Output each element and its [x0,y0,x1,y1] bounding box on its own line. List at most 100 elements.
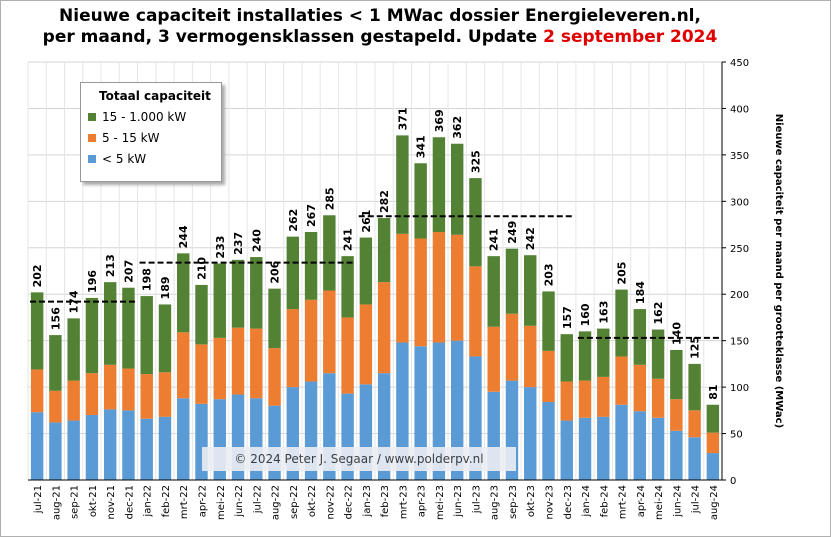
bar-segment-large [450,143,464,235]
total-label: 198 [141,268,154,291]
copyright-watermark: © 2024 Peter J. Segaar / www.polderpv.nl [202,447,516,471]
bar-segment-small [633,411,647,480]
bar-segment-small [542,401,555,480]
bar-segment-medium [633,364,647,412]
total-label: 207 [122,260,135,283]
bar-segment-large [140,296,153,375]
y-tick-label: 100 [730,383,749,394]
bar-segment-large [377,218,391,283]
bar-segment-small [177,398,190,480]
total-label: 362 [451,116,464,139]
bar-segment-large [49,335,62,391]
total-label: 206 [269,260,282,283]
bar-segment-medium [706,432,720,454]
x-tick-label: dec-21 [124,485,135,519]
bar-segment-small [103,409,117,480]
bar-segment-large [286,236,300,310]
x-tick-label: okt-23 [526,485,537,517]
chart-title: Nieuwe capaciteit installaties < 1 MWac … [0,6,760,48]
bar-segment-medium [542,350,555,402]
bar-segment-large [670,349,683,400]
bar-segment-large [85,297,99,374]
total-label: 196 [86,270,99,293]
total-label: 371 [396,107,409,130]
legend: Totaal capaciteit 15 - 1.000 kW 5 - 15 k… [80,82,222,182]
x-tick-label: sep-23 [508,485,519,519]
x-tick-label: jun-23 [453,485,464,518]
x-tick-label: mei-23 [435,485,446,520]
x-tick-label: jun-22 [234,485,245,518]
total-label: 369 [433,109,446,132]
bar-segment-large [195,284,208,345]
x-tick-label: jan-22 [143,485,154,518]
x-tick-label: jul-23 [471,485,482,514]
title-date: 2 september 2024 [543,27,718,47]
total-label: 189 [159,276,172,299]
bar-segment-medium [560,381,573,421]
bar-segment-medium [396,233,409,343]
total-label: 140 [670,322,683,345]
bar-segment-large [615,289,628,357]
bar-segment-large [177,253,190,333]
total-label: 233 [214,236,227,259]
x-tick-label: apr-23 [417,485,428,517]
x-tick-label: jul-21 [33,485,44,514]
y-tick-label: 0 [730,476,736,487]
total-label: 249 [506,221,519,244]
bar-segment-medium [231,327,245,395]
x-tick-label: feb-22 [161,485,172,517]
bar-segment-large [487,256,500,327]
y-axis-label: Nieuwe capaciteit per maand per groottek… [773,114,784,428]
bar-segment-large [578,331,592,381]
bar-segment-small [615,404,628,480]
bar-segment-medium [597,376,610,417]
x-tick-label: mrt-24 [618,485,629,519]
bar-segment-small [49,422,62,480]
bar-segment-medium [670,399,683,431]
x-tick-label: mrt-22 [179,485,190,519]
bar-segment-medium [524,325,537,388]
bar-segment-large [651,329,665,379]
x-tick-label: okt-21 [88,485,99,517]
total-label: 156 [49,307,62,330]
bar-segment-medium [377,282,391,374]
bar-segment-medium [250,328,263,399]
y-tick-label: 300 [730,197,749,208]
legend-swatch-green [88,113,96,121]
bar-segment-medium [304,299,318,382]
bar-segment-large [103,282,117,365]
total-label: 160 [579,303,592,326]
bar-segment-medium [341,317,354,394]
total-label: 282 [378,190,391,213]
y-tick-label: 150 [730,337,749,348]
x-tick-label: aug-24 [709,485,720,520]
bar-segment-small [67,420,80,480]
x-tick-label: aug-22 [271,485,282,520]
bar-segment-large [231,259,245,328]
bar-segment-small [560,420,573,480]
bar-segment-medium [450,234,464,341]
bar-segment-large [396,135,409,234]
title-line-2-text: per maand, 3 vermogensklassen gestapeld.… [42,27,544,47]
total-label: 210 [196,257,209,280]
x-tick-label: aug-21 [51,485,62,520]
bar-segment-small [396,342,409,480]
legend-item-small: < 5 kW [88,152,221,166]
bar-segment-medium [323,290,336,374]
x-tick-label: jul-22 [252,485,263,514]
bar-segment-small [432,342,446,480]
bar-segment-large [30,292,44,370]
x-tick-label: apr-22 [198,485,209,517]
bar-segment-medium [469,266,482,357]
x-tick-label: mei-24 [654,485,665,520]
x-tick-label: mrt-23 [398,485,409,519]
bar-segment-medium [487,326,500,392]
bar-segment-medium [688,410,701,438]
total-label: 205 [616,262,629,285]
bar-segment-large [542,291,555,351]
total-label: 237 [232,232,245,255]
bar-segment-medium [286,309,300,388]
total-label: 341 [415,135,428,158]
bar-segment-large [158,304,172,373]
